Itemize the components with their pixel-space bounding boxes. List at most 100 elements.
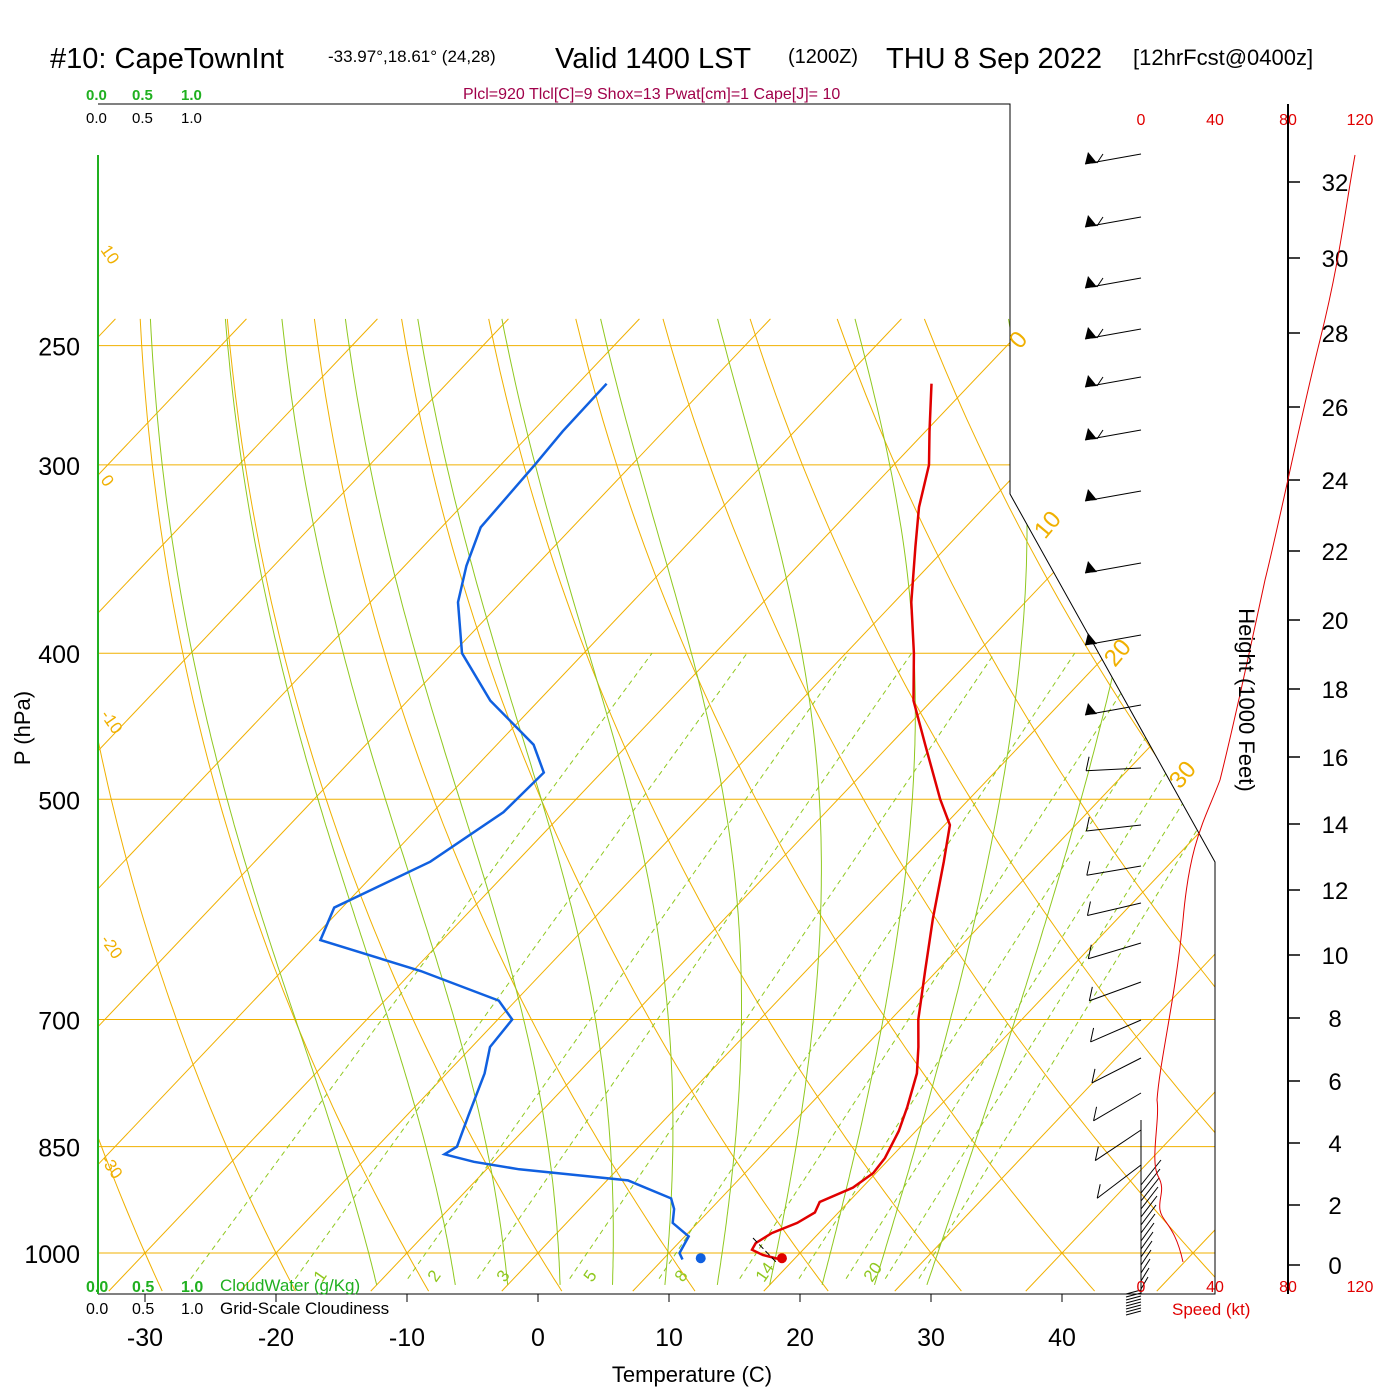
wind-barb-feather — [1086, 861, 1091, 876]
isotherm — [501, 318, 1215, 1292]
moist-adiabat — [149, 318, 378, 1286]
mixing-ratio-line — [477, 652, 913, 1279]
isotherm — [98, 318, 902, 1292]
temperature-tick-label: 0 — [531, 1324, 545, 1352]
moist-adiabat — [717, 318, 822, 1285]
height-axis-label: Height (1000 Feet) — [1234, 608, 1259, 791]
wind-barb-low — [1140, 1159, 1162, 1186]
dry-adiabat-label: 0 — [97, 471, 118, 490]
dry-adiabat — [575, 318, 1095, 1292]
temperature-profile — [750, 383, 952, 1261]
temperature-tick-label: -20 — [258, 1324, 294, 1352]
wind-barbs — [1084, 152, 1162, 1316]
y-axis-label: P (hPa) — [10, 691, 35, 765]
mixing-ratio-label: 2 — [424, 1267, 445, 1286]
wind-barb-feather — [1096, 216, 1104, 227]
wind-barb-low — [1140, 1258, 1151, 1274]
wind-barb-staff — [1091, 1057, 1142, 1084]
dry-adiabat-label: -30 — [97, 1151, 127, 1182]
dry-adiabat — [836, 318, 1215, 1292]
forecast-label: [12hrFcst@0400z] — [1133, 45, 1313, 70]
height-tick-label: 10 — [1322, 943, 1349, 970]
wind-barb-feather — [1091, 1068, 1096, 1084]
wind-barb-low — [1140, 1195, 1158, 1218]
dry-adiabat-label: -10 — [97, 706, 127, 737]
height-tick-label: 24 — [1322, 468, 1349, 495]
wind-barb-feather — [1086, 901, 1091, 916]
valid-date: THU 8 Sep 2022 — [886, 43, 1102, 75]
wind-barb-surface — [1125, 1295, 1142, 1301]
height-axis: 0246810121416182022242628303200404080801… — [1137, 104, 1373, 1296]
wind-barb-feather — [1096, 153, 1104, 164]
height-tick-label: 0 — [1328, 1253, 1341, 1280]
height-tick-label: 30 — [1322, 246, 1349, 273]
moist-adiabat — [417, 318, 614, 1285]
dry-adiabat — [1360, 319, 1400, 1291]
wind-barb-feather — [1087, 944, 1092, 959]
wind-barb-pennant — [1085, 633, 1097, 645]
station-title: #10: CapeTownInt — [50, 43, 284, 75]
theta-label: 0 — [1004, 326, 1033, 354]
cloud-scale-bottom-black-1: 0.5 — [132, 1301, 154, 1318]
station-coords: -33.97°,18.61° (24,28) — [328, 47, 496, 66]
height-tick-label: 22 — [1322, 539, 1349, 566]
dry-adiabat — [313, 318, 696, 1292]
speed-tick-top: 40 — [1206, 112, 1224, 129]
wind-barb-surface — [1125, 1292, 1142, 1298]
height-tick-label: 4 — [1328, 1131, 1341, 1158]
wind-barb-staff — [1090, 1019, 1142, 1043]
dry-adiabat — [749, 318, 1215, 1292]
thermo-grid — [98, 318, 1400, 1292]
zulu-time: (1200Z) — [788, 46, 858, 68]
height-tick-label: 2 — [1328, 1193, 1341, 1220]
wind-barb-feather — [1096, 277, 1104, 288]
surface-dewpoint-dot — [695, 1253, 706, 1264]
wind-barb-staff — [1086, 865, 1142, 876]
cloud-scale-top-black-2: 1.0 — [181, 110, 202, 127]
height-tick-label: 14 — [1322, 812, 1349, 839]
isotherm — [98, 318, 771, 1292]
temperature-tick-label: -10 — [389, 1324, 425, 1352]
wind-barb-pennant — [1085, 215, 1097, 227]
x-axis-label: Temperature (C) — [612, 1362, 772, 1387]
wind-barb-staff — [1088, 942, 1142, 960]
plot-boundary — [98, 103, 1216, 1295]
isotherm — [98, 318, 640, 1292]
surface-temperature-dot — [776, 1253, 787, 1264]
pressure-tick-label: 500 — [38, 787, 80, 815]
temperature-tick-label: 30 — [917, 1324, 945, 1352]
cloud-scale-top-black-0: 0.0 — [86, 110, 107, 127]
isotherm — [98, 318, 509, 1292]
parcel-segment — [752, 1237, 777, 1263]
wind-barb-low — [1140, 1249, 1152, 1266]
mixing-ratio-label: 20 — [860, 1259, 886, 1285]
height-tick-label: 16 — [1322, 745, 1349, 772]
wind-barb-staff — [1093, 1092, 1142, 1122]
wind-barb-surface — [1125, 1289, 1142, 1295]
height-tick-label: 6 — [1328, 1069, 1341, 1096]
isotherm — [98, 318, 378, 1292]
wind-barb-feather — [1085, 756, 1090, 771]
wind-barb-low — [1140, 1267, 1150, 1282]
dry-adiabat — [488, 318, 962, 1292]
wind-barb-low — [1140, 1213, 1156, 1234]
mixing-ratio-line — [884, 652, 1215, 1279]
isotherm — [1156, 318, 1215, 1292]
wind-barb-feather — [1096, 376, 1104, 387]
height-tick-label: 28 — [1322, 321, 1349, 348]
wind-barb-staff — [1086, 767, 1142, 772]
pressure-tick-label: 850 — [38, 1135, 80, 1163]
height-tick-label: 8 — [1328, 1006, 1341, 1033]
isotherm — [239, 318, 1164, 1292]
wind-barb-staff — [1086, 824, 1142, 832]
mixing-ratio-label: 5 — [580, 1267, 601, 1286]
dewpoint-profile — [318, 382, 691, 1261]
cloud-scale-top-green-2: 1.0 — [181, 87, 202, 104]
wind-barb-feather — [1093, 1106, 1098, 1121]
wind-barb-pennant — [1085, 703, 1097, 715]
speed-tick-top: 80 — [1279, 112, 1297, 129]
moist-adiabat — [224, 318, 456, 1285]
sounding-params: Plcl=920 Tlcl[C]=9 Shox=13 Pwat[cm]=1 Ca… — [463, 86, 840, 103]
theta-label: 30 — [1164, 756, 1202, 794]
